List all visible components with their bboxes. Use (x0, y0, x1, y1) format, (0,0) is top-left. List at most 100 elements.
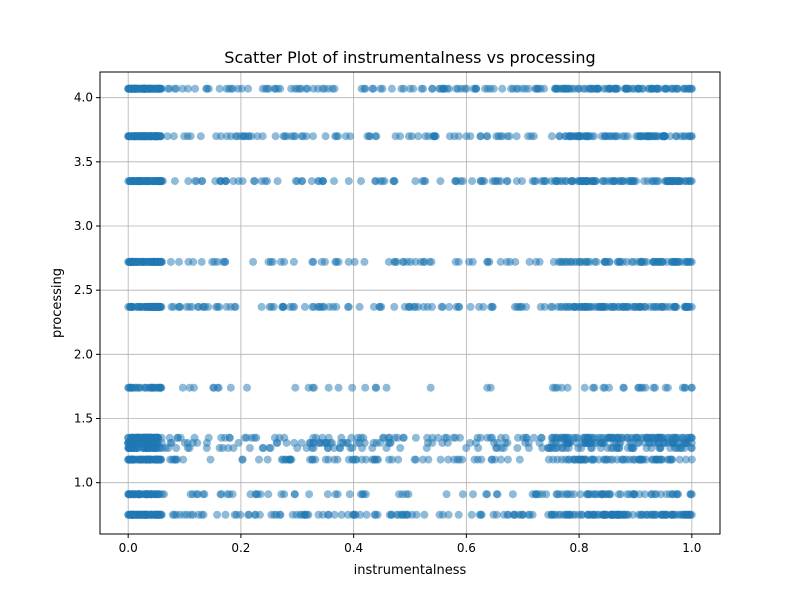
scatter-point (666, 455, 675, 464)
scatter-point (163, 132, 172, 141)
scatter-point (653, 84, 662, 93)
scatter-point (431, 132, 440, 141)
scatter-point (488, 177, 497, 186)
scatter-point (377, 302, 386, 311)
scatter-point (583, 433, 592, 442)
scatter-point (546, 302, 555, 311)
scatter-point (687, 257, 696, 266)
scatter-point (445, 132, 454, 141)
scatter-point (561, 455, 570, 464)
scatter-point (608, 455, 617, 464)
scatter-point (576, 490, 585, 499)
scatter-point (384, 257, 393, 266)
scatter-point (517, 510, 526, 519)
scatter-point (169, 132, 178, 141)
scatter-point (658, 510, 667, 519)
scatter-point (424, 132, 433, 141)
scatter-point (344, 177, 353, 186)
scatter-point (547, 433, 556, 442)
scatter-point (602, 433, 611, 442)
scatter-point (584, 132, 593, 141)
scatter-point (308, 455, 317, 464)
scatter-point (531, 490, 540, 499)
scatter-point (680, 383, 689, 392)
scatter-point (308, 383, 317, 392)
scatter-point (124, 433, 133, 442)
scatter-point (165, 433, 174, 442)
scatter-point (555, 132, 564, 141)
scatter-point (444, 510, 453, 519)
scatter-point (300, 510, 309, 519)
scatter-point (331, 132, 340, 141)
scatter-point (437, 302, 446, 311)
scatter-point (638, 455, 647, 464)
scatter-point (363, 132, 372, 141)
scatter-point (663, 257, 672, 266)
scatter-point (133, 177, 142, 186)
scatter-point (687, 302, 696, 311)
scatter-point (357, 177, 365, 186)
scatter-point (143, 490, 152, 499)
scatter-point (644, 132, 653, 141)
scatter-point (170, 510, 179, 519)
scatter-point (360, 84, 369, 93)
scatter-point (454, 510, 463, 519)
scatter-point (496, 132, 505, 141)
scatter-point (124, 302, 133, 311)
scatter-point (279, 302, 288, 311)
scatter-point (124, 84, 133, 93)
scatter-point (403, 257, 412, 266)
scatter-point (194, 510, 203, 519)
scatter-point (251, 510, 260, 519)
scatter-point (342, 438, 351, 447)
scatter-point (629, 455, 638, 464)
scatter-point (473, 433, 482, 442)
scatter-point (472, 84, 481, 93)
scatter-point (291, 177, 300, 186)
scatter-point (553, 302, 562, 311)
scatter-point (308, 302, 317, 311)
scatter-point (466, 132, 475, 141)
scatter-point (525, 257, 534, 266)
scatter-point (124, 455, 133, 464)
scatter-point (180, 510, 189, 519)
scatter-point (548, 383, 557, 392)
scatter-point (253, 490, 262, 499)
scatter-point (319, 510, 327, 519)
x-tick-label: 0.8 (570, 541, 589, 555)
scatter-point (687, 433, 696, 442)
scatter-point (378, 84, 387, 93)
scatter-point (636, 302, 645, 311)
scatter-point (213, 510, 222, 519)
scatter-point (330, 510, 339, 519)
scatter-point (569, 302, 578, 311)
scatter-point (350, 257, 359, 266)
scatter-point (619, 383, 628, 392)
scatter-point (344, 302, 352, 311)
scatter-point (190, 433, 199, 442)
scatter-point (451, 177, 460, 186)
scatter-point (512, 132, 521, 141)
x-tick-label: 1.0 (682, 541, 701, 555)
scatter-point (557, 433, 566, 442)
scatter-point (142, 433, 151, 442)
scatter-point (324, 510, 333, 519)
scatter-point (591, 177, 600, 186)
scatter-point (503, 455, 512, 464)
scatter-point (589, 455, 598, 464)
scatter-point (371, 510, 380, 519)
scatter-point (372, 438, 381, 447)
scatter-point (569, 510, 578, 519)
scatter-point (445, 302, 454, 311)
scatter-point (245, 510, 253, 519)
scatter-point (460, 84, 469, 93)
scatter-point (245, 444, 254, 452)
scatter-point (295, 84, 304, 93)
scatter-point (605, 132, 614, 141)
scatter-point (687, 383, 696, 392)
scatter-point (136, 132, 145, 141)
scatter-point (622, 455, 631, 464)
scatter-point (668, 433, 676, 442)
scatter-point (488, 302, 497, 311)
scatter-point (186, 132, 195, 141)
